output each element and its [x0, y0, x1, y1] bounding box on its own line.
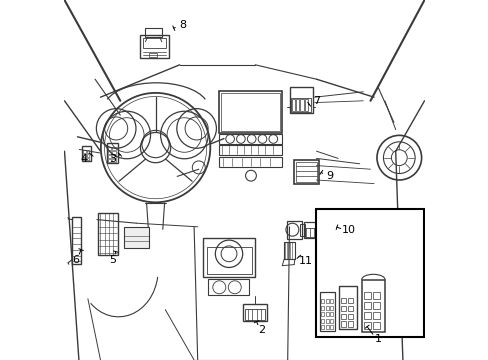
Bar	[321, 312, 324, 316]
Text: 6: 6	[72, 255, 79, 265]
Bar	[329, 312, 332, 316]
Bar	[87, 158, 89, 160]
Bar	[340, 321, 345, 327]
Bar	[203, 238, 255, 277]
Bar	[290, 98, 310, 112]
Bar	[340, 314, 345, 319]
Bar	[83, 158, 85, 160]
Bar	[329, 299, 332, 303]
Bar	[284, 242, 294, 259]
Bar	[347, 321, 352, 327]
Bar	[219, 134, 282, 144]
Bar	[325, 319, 328, 323]
Text: 7: 7	[312, 96, 320, 106]
Bar	[304, 99, 307, 111]
Text: 4: 4	[81, 154, 88, 164]
Bar	[87, 154, 89, 157]
Text: 1: 1	[374, 334, 381, 344]
Bar	[340, 306, 345, 311]
Bar	[372, 322, 380, 329]
Bar	[243, 304, 266, 321]
Text: 10: 10	[341, 225, 355, 235]
Bar	[289, 87, 312, 113]
Bar	[219, 157, 282, 167]
Bar	[325, 306, 328, 310]
Text: 11: 11	[298, 256, 312, 266]
Text: 9: 9	[326, 171, 333, 181]
Bar	[372, 312, 380, 319]
Bar	[123, 227, 149, 248]
Text: 5: 5	[109, 255, 116, 265]
Bar	[140, 35, 168, 58]
Text: 8: 8	[180, 20, 186, 30]
Bar	[347, 314, 352, 319]
Bar	[347, 306, 352, 311]
Bar	[363, 302, 370, 309]
Bar	[300, 224, 304, 236]
Bar	[291, 99, 294, 111]
Bar	[363, 292, 370, 299]
Bar	[321, 299, 324, 303]
Bar	[112, 159, 116, 162]
Bar	[372, 302, 380, 309]
Bar	[206, 247, 251, 274]
Bar	[300, 99, 303, 111]
Bar	[294, 160, 318, 184]
Bar	[372, 292, 380, 299]
Bar	[316, 209, 424, 337]
Bar	[363, 322, 370, 329]
Bar	[347, 298, 352, 303]
Text: 3: 3	[109, 154, 116, 164]
Bar	[72, 217, 81, 264]
Bar	[142, 38, 166, 48]
Bar	[107, 155, 111, 158]
Bar	[363, 312, 370, 319]
Bar	[361, 280, 385, 332]
Bar	[112, 155, 116, 158]
Bar	[295, 162, 316, 182]
Bar	[112, 151, 116, 154]
Bar	[321, 325, 324, 329]
Bar	[325, 325, 328, 329]
Bar	[340, 298, 345, 303]
Bar	[87, 150, 89, 153]
Bar	[219, 145, 282, 155]
Bar	[244, 309, 265, 320]
Bar	[107, 159, 111, 162]
Bar	[325, 299, 328, 303]
Bar	[321, 319, 324, 323]
Bar	[321, 306, 324, 310]
Bar	[329, 325, 332, 329]
Bar	[338, 286, 356, 329]
Bar	[107, 151, 111, 154]
Bar	[83, 150, 85, 153]
Bar	[320, 292, 335, 331]
Bar	[83, 154, 85, 157]
Bar	[107, 143, 118, 163]
Bar	[303, 222, 317, 238]
Bar	[208, 279, 248, 295]
Bar	[82, 146, 91, 161]
Bar	[112, 147, 116, 150]
Bar	[145, 28, 162, 37]
Bar	[286, 221, 302, 239]
Bar	[295, 99, 299, 111]
Text: 2: 2	[258, 325, 265, 336]
Bar	[325, 312, 328, 316]
Bar	[305, 228, 316, 237]
Bar	[107, 147, 111, 150]
Bar	[219, 91, 282, 133]
Bar	[98, 213, 118, 255]
Bar	[329, 306, 332, 310]
Bar	[149, 53, 157, 57]
Bar	[329, 319, 332, 323]
Bar	[221, 93, 280, 131]
